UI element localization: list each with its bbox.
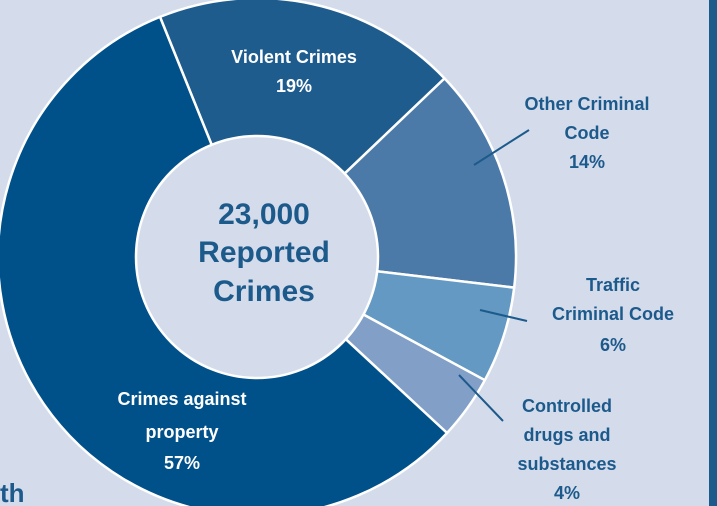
leader-line xyxy=(473,129,530,166)
label-other-criminal-code: 14% xyxy=(569,152,605,172)
label-traffic-criminal-code: Traffic xyxy=(586,275,640,295)
center-text-line: 23,000 xyxy=(218,198,310,231)
label-traffic-criminal-code: 6% xyxy=(600,335,626,355)
label-controlled-drugs-and-substances: drugs and xyxy=(523,425,610,445)
label-other-criminal-code: Other Criminal xyxy=(524,94,649,114)
panel-frame xyxy=(709,0,717,506)
label-controlled-drugs-and-substances: substances xyxy=(517,454,616,474)
label-other-criminal-code: Code xyxy=(565,123,610,143)
leader-lines xyxy=(458,129,530,422)
center-text-line: Crimes xyxy=(213,275,315,308)
fragment-text: th xyxy=(0,478,25,506)
label-violent-crimes: 19% xyxy=(276,76,312,96)
leader-line xyxy=(479,309,528,322)
label-violent-crimes: Violent Crimes xyxy=(231,47,357,67)
label-controlled-drugs-and-substances: 4% xyxy=(554,483,580,503)
label-crimes-against-property: property xyxy=(145,422,218,442)
slice-labels: Violent Crimes 19% Other Criminal Code 14% Tr… xyxy=(117,47,674,503)
label-traffic-criminal-code: Criminal Code xyxy=(552,304,674,324)
center-text-line: Reported xyxy=(198,236,330,269)
center-text: 23,000 Reported Crimes xyxy=(198,198,330,308)
leader-line xyxy=(458,374,504,422)
label-crimes-against-property: 57% xyxy=(164,453,200,473)
cropped-text-fragment: th xyxy=(0,478,30,506)
label-crimes-against-property: Crimes against xyxy=(117,389,246,409)
label-controlled-drugs-and-substances: Controlled xyxy=(522,396,612,416)
center-hole xyxy=(134,134,380,380)
